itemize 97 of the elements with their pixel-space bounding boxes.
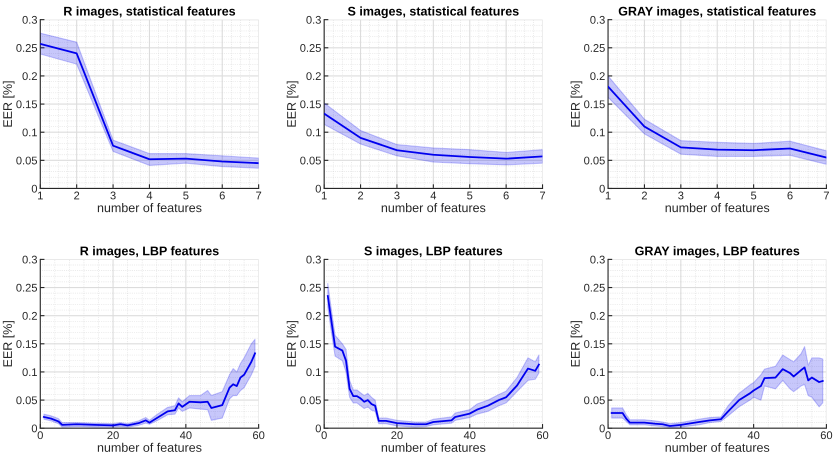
y-tick-label: 0.05 <box>16 396 38 404</box>
x-tick-label: 1 <box>606 192 611 200</box>
x-tick-label: 7 <box>824 192 829 200</box>
x-tick-label: 2 <box>642 192 647 200</box>
y-tick-label: 0.05 <box>300 156 321 164</box>
x-tick-label: 1 <box>38 192 43 200</box>
chart-title: GRAY images, statistical features <box>618 6 816 18</box>
y-tick-label: 0.25 <box>584 44 605 52</box>
y-tick-label: 0.3 <box>22 256 38 264</box>
y-tick-label: 0.15 <box>300 340 321 348</box>
y-tick-label: 0.15 <box>16 100 38 108</box>
y-tick-label: 0 <box>316 184 321 193</box>
y-tick-label: 0.25 <box>300 44 321 52</box>
x-tick-label: 3 <box>110 192 116 200</box>
y-axis-title: EER [%] <box>2 81 14 127</box>
x-tick-label: 4 <box>430 192 436 200</box>
y-tick-label: 0.05 <box>584 156 605 164</box>
x-axis-title: number of features <box>382 203 486 212</box>
line-series <box>43 352 256 426</box>
line-series <box>324 112 543 160</box>
y-tick-label: 0.3 <box>306 256 321 264</box>
x-tick-label: 20 <box>391 431 403 440</box>
y-tick-label: 0.15 <box>584 100 605 108</box>
x-axis-title: number of features <box>666 203 770 212</box>
y-tick-label: 0 <box>32 424 38 432</box>
y-tick-label: 0.2 <box>306 72 321 80</box>
x-tick-label: 20 <box>675 431 687 440</box>
x-tick-label: 60 <box>253 431 264 440</box>
x-tick-label: 60 <box>820 431 832 440</box>
x-tick-label: 5 <box>467 192 472 200</box>
x-tick-label: 6 <box>220 192 225 200</box>
y-axis-title: EER [%] <box>286 321 298 366</box>
y-tick-label: 0.25 <box>16 284 38 292</box>
y-tick-label: 0.25 <box>300 284 321 292</box>
x-tick-label: 0 <box>322 431 327 440</box>
y-tick-label: 0.1 <box>22 128 37 136</box>
y-tick-label: 0.1 <box>590 128 605 136</box>
line-series <box>610 366 824 427</box>
y-tick-label: 0 <box>32 184 38 193</box>
x-tick-label: 0 <box>605 431 611 440</box>
y-tick-label: 0.25 <box>16 44 38 52</box>
chart-title: GRAY images, LBP features <box>635 246 800 258</box>
x-tick-label: 40 <box>180 431 192 440</box>
x-tick-label: 3 <box>394 192 400 200</box>
y-tick-label: 0.25 <box>584 284 605 292</box>
y-tick-label: 0.1 <box>306 128 321 136</box>
x-tick-label: 2 <box>358 192 364 200</box>
y-axis-title: EER [%] <box>570 321 582 366</box>
chart-title: R images, LBP features <box>80 246 219 258</box>
y-tick-label: 0.1 <box>22 368 37 376</box>
line-series <box>608 86 826 158</box>
y-tick-label: 0 <box>600 424 605 432</box>
x-tick-label: 4 <box>146 192 152 200</box>
y-tick-label: 0.2 <box>22 312 37 320</box>
y-tick-label: 0.15 <box>16 340 38 348</box>
x-tick-label: 6 <box>504 192 509 200</box>
y-tick-label: 0.1 <box>590 368 605 376</box>
y-tick-label: 0.3 <box>306 16 321 24</box>
x-tick-label: 40 <box>748 431 760 440</box>
x-axis-title: number of features <box>382 442 486 452</box>
x-axis-title: number of features <box>666 442 770 452</box>
y-tick-label: 0.05 <box>584 396 605 404</box>
x-axis-title: number of features <box>98 203 202 212</box>
y-tick-label: 0.15 <box>584 340 605 348</box>
x-tick-label: 5 <box>183 192 188 200</box>
x-tick-label: 1 <box>322 192 327 200</box>
y-tick-label: 0.15 <box>300 100 321 108</box>
y-tick-label: 0.3 <box>590 16 605 24</box>
x-tick-label: 2 <box>74 192 80 200</box>
y-tick-label: 0 <box>600 184 605 193</box>
x-tick-label: 7 <box>540 192 546 200</box>
y-tick-label: 0.05 <box>16 156 38 164</box>
x-tick-label: 6 <box>787 192 793 200</box>
x-tick-label: 7 <box>256 192 262 200</box>
chart-title: S images, statistical features <box>348 6 519 18</box>
x-tick-label: 0 <box>38 431 43 440</box>
x-tick-label: 60 <box>536 431 548 440</box>
y-tick-label: 0.2 <box>590 72 605 80</box>
x-tick-label: 5 <box>750 192 756 200</box>
y-tick-label: 0.05 <box>300 396 321 404</box>
chart-title: R images, statistical features <box>64 6 236 18</box>
y-tick-label: 0 <box>316 424 321 432</box>
y-tick-label: 0.3 <box>22 16 38 24</box>
y-tick-label: 0.2 <box>590 312 605 320</box>
y-axis-title: EER [%] <box>2 321 14 366</box>
y-tick-label: 0.1 <box>306 368 321 376</box>
y-tick-label: 0.3 <box>590 256 605 264</box>
x-tick-label: 20 <box>107 431 119 440</box>
chart-title: S images, LBP features <box>364 246 502 258</box>
y-axis-title: EER [%] <box>570 81 582 127</box>
y-tick-label: 0.2 <box>306 312 321 320</box>
x-axis-title: number of features <box>98 442 202 452</box>
y-tick-label: 0.2 <box>22 72 37 80</box>
y-axis-title: EER [%] <box>286 81 298 127</box>
x-tick-label: 3 <box>678 192 684 200</box>
x-tick-label: 40 <box>464 431 476 440</box>
x-tick-label: 4 <box>714 192 720 200</box>
